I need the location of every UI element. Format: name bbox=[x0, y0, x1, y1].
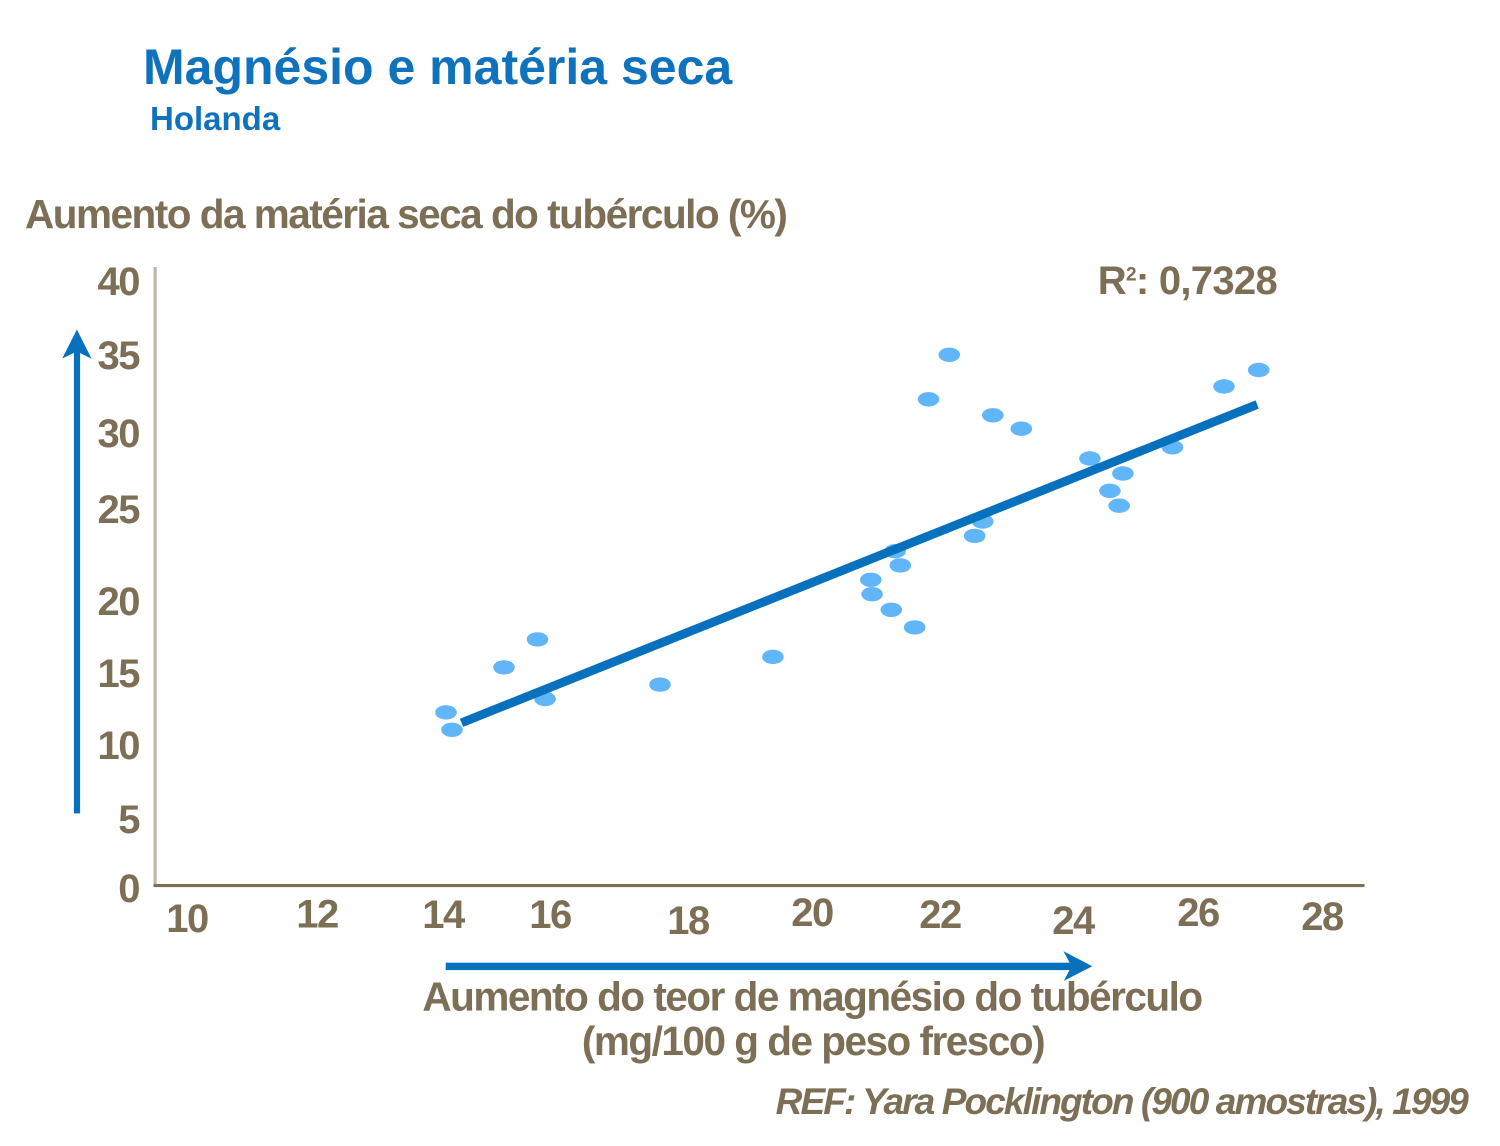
svg-text:10: 10 bbox=[98, 724, 140, 768]
svg-text:20: 20 bbox=[791, 891, 833, 935]
svg-text:Aumento do teor de magnésio do: Aumento do teor de magnésio do tubérculo bbox=[422, 974, 1202, 1020]
svg-text:26: 26 bbox=[1177, 891, 1219, 935]
svg-text:14: 14 bbox=[422, 893, 466, 937]
svg-text:Magnésio e matéria seca: Magnésio e matéria seca bbox=[143, 39, 733, 95]
svg-text:Holanda: Holanda bbox=[150, 100, 281, 137]
svg-text:R2: 0,7328: R2: 0,7328 bbox=[1098, 259, 1278, 303]
svg-text:12: 12 bbox=[296, 893, 338, 937]
svg-text:22: 22 bbox=[919, 893, 961, 937]
svg-text:25: 25 bbox=[98, 488, 141, 532]
svg-text:30: 30 bbox=[98, 412, 140, 456]
svg-text:10: 10 bbox=[166, 897, 208, 941]
svg-text:40: 40 bbox=[98, 260, 140, 304]
svg-text:0: 0 bbox=[118, 867, 139, 911]
svg-text:28: 28 bbox=[1301, 895, 1344, 939]
svg-text:REF: Yara Pocklington (900 amo: REF: Yara Pocklington (900 amostras), 19… bbox=[776, 1081, 1470, 1122]
svg-text:20: 20 bbox=[98, 580, 140, 624]
svg-text:15: 15 bbox=[98, 652, 141, 696]
svg-text:24: 24 bbox=[1052, 899, 1096, 943]
svg-text:(mg/100 g de peso fresco): (mg/100 g de peso fresco) bbox=[582, 1018, 1044, 1064]
svg-text:Aumento da matéria seca do tub: Aumento da matéria seca do tubérculo (%) bbox=[25, 191, 786, 237]
svg-text:35: 35 bbox=[98, 334, 141, 378]
svg-text:5: 5 bbox=[118, 798, 140, 842]
svg-text:18: 18 bbox=[667, 899, 710, 943]
svg-text:16: 16 bbox=[529, 893, 571, 937]
